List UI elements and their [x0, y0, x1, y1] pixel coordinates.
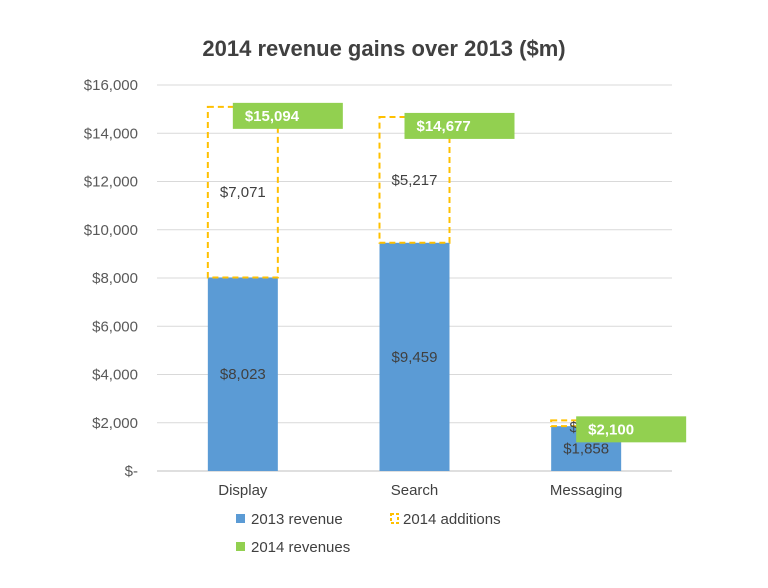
legend-label-2014-additions: 2014 additions — [403, 511, 501, 528]
y-tick-label: $4,000 — [92, 367, 138, 384]
x-axis: Display Search Messaging — [218, 482, 622, 499]
label-2013-revenue: $1,858 — [563, 441, 609, 458]
label-2013-revenue: $8,023 — [220, 366, 266, 383]
label-2014-revenues: $15,094 — [245, 108, 300, 125]
x-category-label: Display — [218, 482, 268, 499]
legend-label-2013-revenue: 2013 revenue — [251, 511, 343, 528]
label-2014-additions: $5,217 — [392, 172, 438, 189]
bar-2013-revenue — [379, 242, 450, 471]
y-tick-label: $10,000 — [84, 222, 138, 239]
legend-swatch-2014-revenues — [236, 542, 245, 551]
y-tick-label: $14,000 — [84, 125, 138, 142]
label-2014-additions: $7,071 — [220, 184, 266, 201]
label-2013-revenue: $9,459 — [392, 349, 438, 366]
label-2014-revenues: $2,100 — [588, 421, 634, 438]
label-box-2014-revenues — [404, 112, 515, 139]
chart-title: 2014 revenue gains over 2013 ($m) — [202, 36, 565, 61]
bars: $8,023 $7,071 $15,094 $9,459 $5,217 $14,677 $1… — [206, 102, 687, 471]
legend: 2013 revenue 2014 additions 2014 revenue… — [236, 511, 501, 556]
legend-label-2014-revenues: 2014 revenues — [251, 539, 350, 556]
y-tick-label: $8,000 — [92, 270, 138, 287]
legend-swatch-2014-additions — [390, 513, 399, 524]
y-tick-label: $16,000 — [84, 77, 138, 94]
x-category-label: Search — [391, 482, 439, 499]
label-box-2014-revenues — [576, 416, 687, 443]
y-tick-label: $- — [125, 463, 138, 480]
label-box-2014-revenues — [232, 102, 343, 129]
y-tick-label: $2,000 — [92, 415, 138, 432]
y-tick-label: $12,000 — [84, 174, 138, 191]
legend-swatch-2013-revenue — [236, 514, 245, 523]
bar-2013-revenue — [207, 277, 278, 471]
y-axis: $- $2,000 $4,000 $6,000 $8,000 $10,000 $12,000… — [84, 77, 138, 480]
y-tick-label: $6,000 — [92, 318, 138, 335]
label-2014-revenues: $14,677 — [417, 118, 471, 135]
x-category-label: Messaging — [550, 482, 623, 499]
